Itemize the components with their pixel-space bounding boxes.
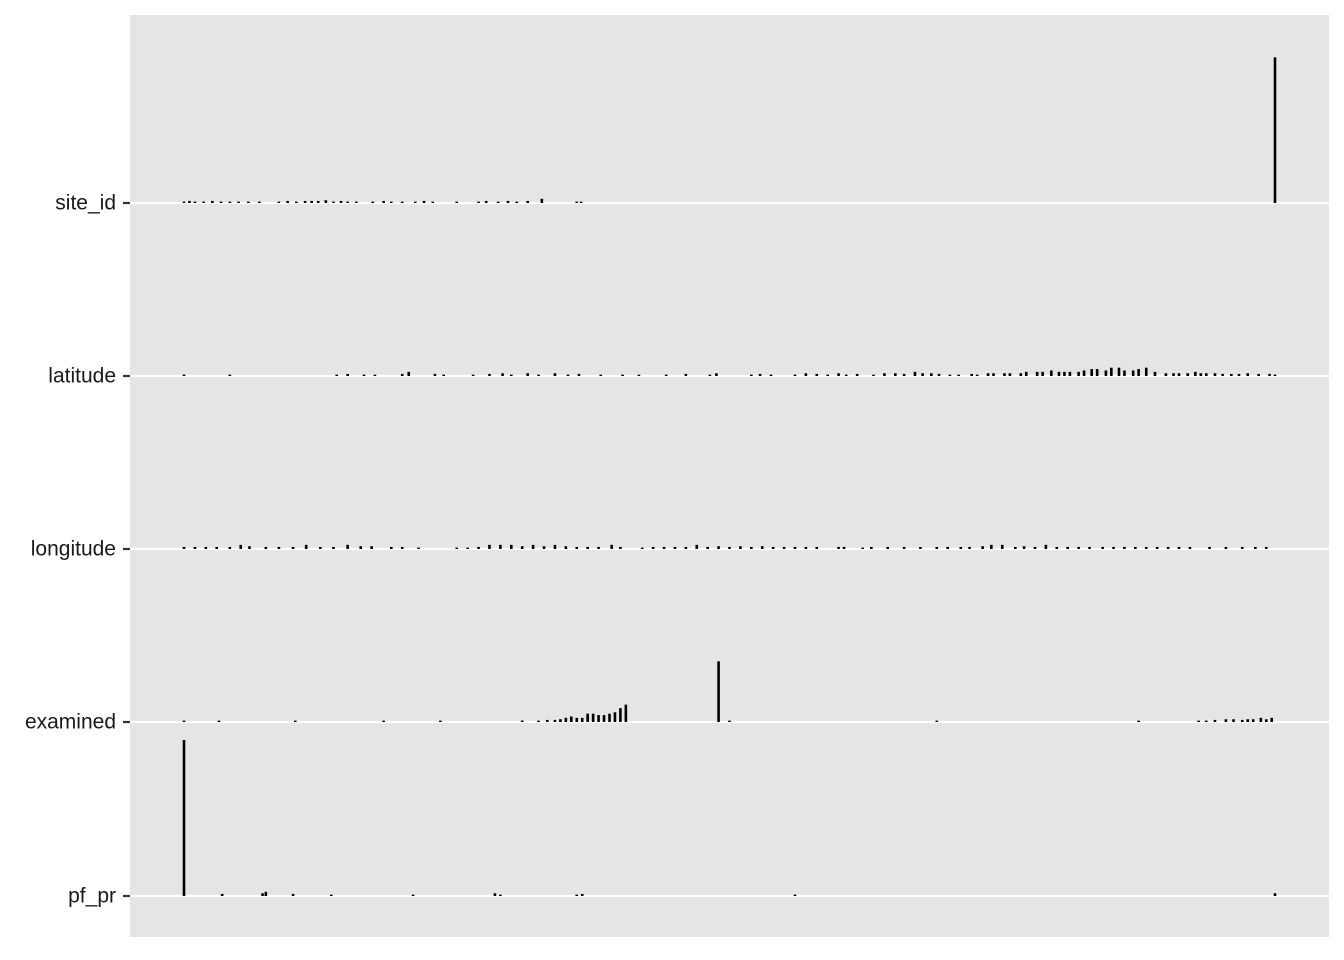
plot-panel xyxy=(130,15,1329,937)
y-tick-label-pf_pr: pf_pr xyxy=(68,885,116,908)
y-tick-label-longitude: longitude xyxy=(31,538,116,561)
y-tick-label-latitude: latitude xyxy=(48,365,116,388)
y-tick-label-examined: examined xyxy=(25,711,116,734)
y-axis: site_id latitude longitude examined pf_pr xyxy=(25,192,130,908)
y-tick-label-site_id: site_id xyxy=(55,192,116,215)
